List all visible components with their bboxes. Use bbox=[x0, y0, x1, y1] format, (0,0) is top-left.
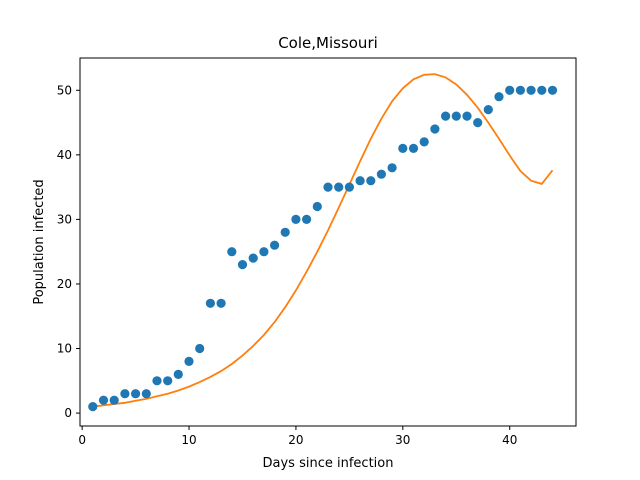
data-point bbox=[537, 85, 547, 95]
ticks: 0 10 20 30 40 0 10 20 30 40 50 bbox=[57, 83, 518, 447]
data-point bbox=[355, 176, 365, 186]
data-point bbox=[473, 118, 483, 128]
y-tick-label: 30 bbox=[57, 212, 72, 226]
y-tick-label: 50 bbox=[57, 83, 72, 97]
fit-curve-line bbox=[92, 73, 554, 408]
data-point bbox=[526, 85, 536, 95]
data-point bbox=[195, 343, 205, 354]
y-tick-label: 40 bbox=[57, 148, 72, 162]
data-point bbox=[376, 169, 386, 179]
data-point bbox=[547, 85, 558, 95]
x-tick-label: 10 bbox=[181, 433, 196, 447]
x-tick-label: 40 bbox=[502, 433, 517, 447]
data-point bbox=[280, 227, 290, 237]
data-point bbox=[184, 356, 194, 366]
y-tick-label: 20 bbox=[57, 277, 72, 291]
data-point bbox=[344, 182, 354, 192]
data-point bbox=[515, 85, 526, 95]
data-point bbox=[312, 201, 322, 212]
x-tick-label: 20 bbox=[288, 433, 303, 447]
x-axis-label: Days since infection bbox=[263, 456, 394, 471]
x-tick-label: 0 bbox=[78, 433, 86, 447]
data-point bbox=[462, 111, 472, 121]
data-point bbox=[173, 369, 183, 379]
data-point bbox=[494, 92, 504, 102]
data-point bbox=[387, 163, 397, 173]
data-point bbox=[451, 111, 461, 121]
x-tick-label: 30 bbox=[395, 433, 410, 447]
data-point bbox=[270, 240, 280, 250]
data-point bbox=[227, 247, 237, 257]
data-point bbox=[366, 176, 376, 186]
data-point bbox=[441, 111, 451, 121]
data-point bbox=[430, 124, 440, 134]
data-point bbox=[323, 182, 333, 192]
y-tick-label: 10 bbox=[57, 342, 72, 356]
data-point bbox=[248, 253, 258, 263]
data-point bbox=[398, 143, 408, 153]
data-point bbox=[109, 395, 119, 405]
data-point bbox=[302, 214, 312, 224]
data-point bbox=[505, 85, 515, 95]
data-point bbox=[291, 214, 301, 224]
chart-title: Cole,Missouri bbox=[278, 34, 378, 52]
data-point bbox=[408, 143, 419, 153]
data-point bbox=[131, 389, 141, 399]
data-point bbox=[98, 395, 109, 405]
data-point bbox=[237, 260, 248, 270]
data-point bbox=[152, 376, 162, 386]
y-tick-label: 0 bbox=[64, 406, 72, 420]
data-point bbox=[259, 247, 269, 257]
data-point bbox=[334, 182, 344, 192]
data-point bbox=[216, 298, 226, 308]
data-point bbox=[88, 402, 98, 412]
data-point bbox=[419, 137, 429, 147]
y-axis-label: Population infected bbox=[32, 179, 47, 304]
data-point bbox=[205, 298, 215, 308]
data-point bbox=[141, 389, 151, 399]
data-point bbox=[120, 389, 130, 399]
data-point bbox=[483, 105, 493, 115]
plot-area bbox=[88, 73, 558, 412]
data-point bbox=[163, 376, 173, 386]
axes-frame bbox=[79, 57, 577, 427]
